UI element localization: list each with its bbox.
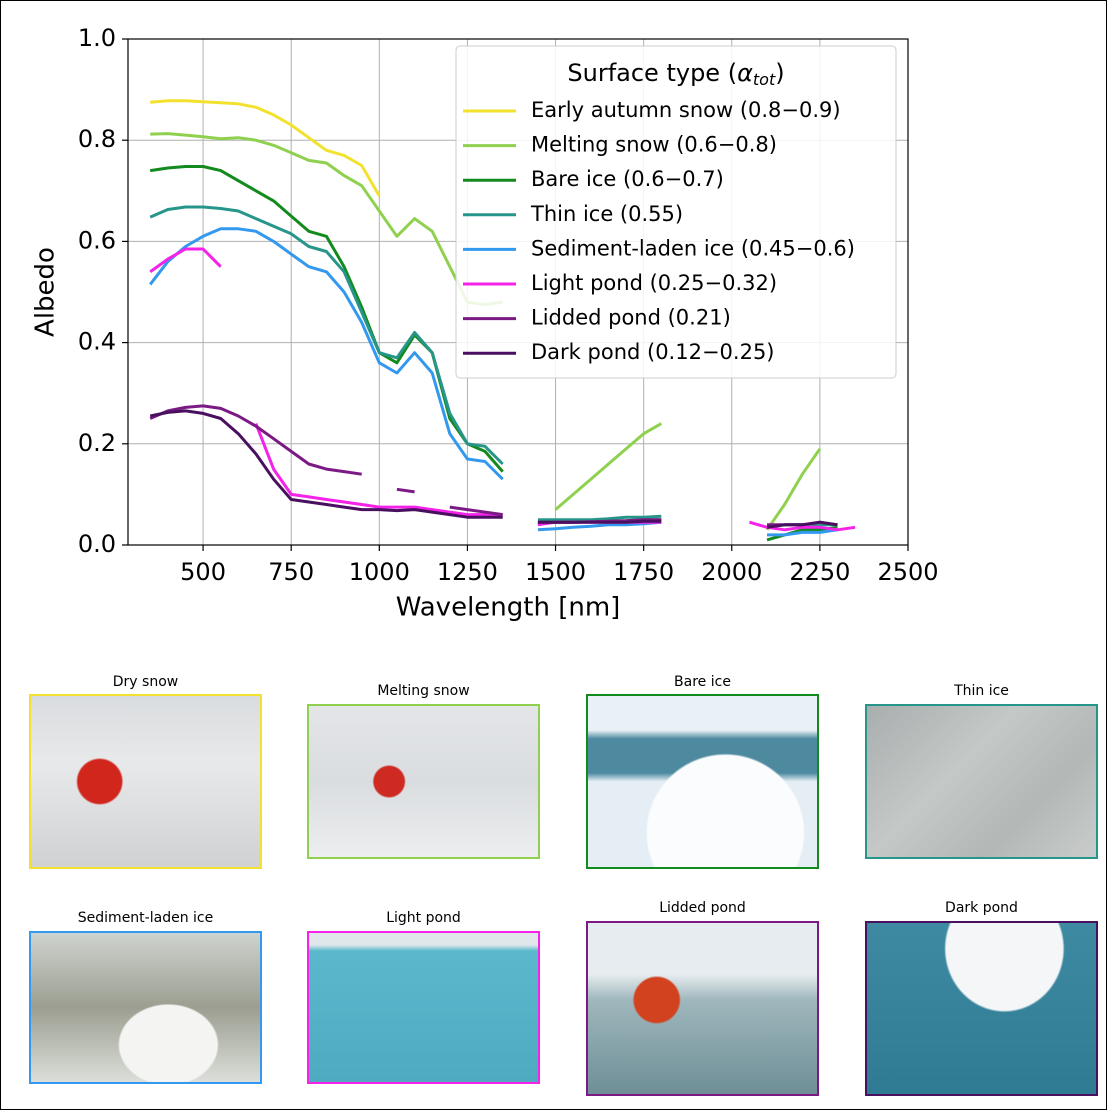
x-tick-label: 2500 <box>877 558 938 586</box>
y-tick-label: 1.0 <box>78 24 116 52</box>
y-tick-label: 0.4 <box>78 328 116 356</box>
photo <box>586 921 819 1096</box>
x-tick-label: 1500 <box>525 558 586 586</box>
legend-label: Bare ice (0.6−0.7) <box>531 167 724 191</box>
photo-title: Thin ice <box>865 683 1098 699</box>
photo <box>586 694 819 869</box>
legend-label: Sediment-laden ice (0.45−0.6) <box>531 236 855 260</box>
y-tick-label: 0.0 <box>78 530 116 558</box>
x-tick-label: 750 <box>268 558 314 586</box>
x-tick-label: 1000 <box>349 558 410 586</box>
photo <box>865 704 1098 859</box>
y-tick-label: 0.8 <box>78 125 116 153</box>
x-tick-label: 500 <box>180 558 226 586</box>
series-line <box>150 406 837 525</box>
x-tick-label: 1750 <box>613 558 674 586</box>
legend-label: Light pond (0.25−0.32) <box>531 271 777 295</box>
legend-title-part: α <box>737 59 753 87</box>
legend-label: Thin ice (0.55) <box>530 202 683 226</box>
legend-title: Surface type (αtot) <box>567 59 784 89</box>
x-tick-label: 2250 <box>789 558 850 586</box>
legend-label: Early autumn snow (0.8−0.9) <box>531 98 841 122</box>
photo-title: Melting snow <box>307 683 540 699</box>
legend-label: Dark pond (0.12−0.25) <box>531 340 775 364</box>
series-line <box>150 101 379 196</box>
photo <box>29 694 262 869</box>
photo-title: Dark pond <box>865 900 1098 916</box>
legend-title-part: ) <box>775 59 784 87</box>
photo-title: Light pond <box>307 910 540 926</box>
y-axis-label: Albedo <box>31 247 61 337</box>
legend-label: Lidded pond (0.21) <box>531 306 731 330</box>
chart: 500 750 1000 1250 1500 1750 2000 2250 2500 0.0 0.2… <box>1 1 1107 641</box>
x-tick-label: 2000 <box>701 558 762 586</box>
legend-title-part: tot <box>753 70 776 89</box>
photo <box>29 931 262 1084</box>
y-tick-label: 0.6 <box>78 226 116 254</box>
photo-title: Bare ice <box>586 674 819 690</box>
legend-title-part: Surface type ( <box>567 59 737 87</box>
photo <box>307 931 540 1084</box>
x-tick-label: 1250 <box>437 558 498 586</box>
photo <box>865 921 1098 1096</box>
figure: 500 750 1000 1250 1500 1750 2000 2250 2500 0.0 0.2… <box>0 0 1107 1110</box>
photo <box>307 704 540 859</box>
legend-label: Melting snow (0.6−0.8) <box>531 133 777 157</box>
y-tick-label: 0.2 <box>78 429 116 457</box>
photo-title: Lidded pond <box>586 900 819 916</box>
photo-title: Dry snow <box>29 674 262 690</box>
x-axis-label: Wavelength [nm] <box>396 593 621 623</box>
photo-title: Sediment-laden ice <box>29 910 262 926</box>
